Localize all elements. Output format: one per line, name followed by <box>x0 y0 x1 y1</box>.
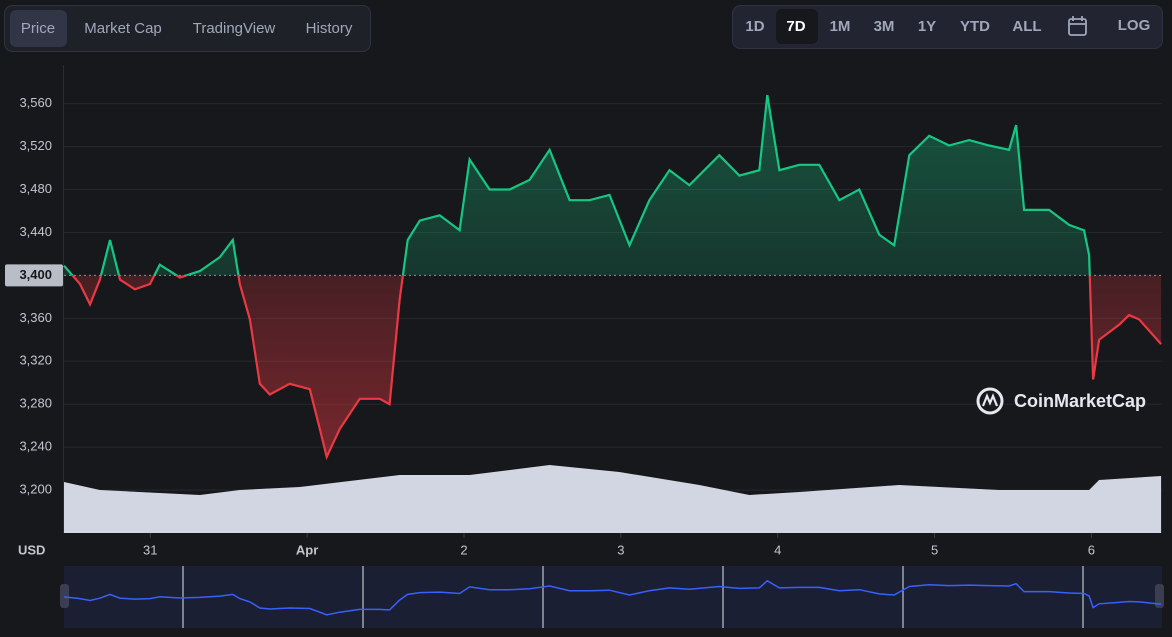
view-tabs: Price Market Cap TradingView History <box>4 5 371 52</box>
navigator-handle[interactable] <box>1155 584 1164 608</box>
y-tick-label: 3,280 <box>19 396 52 411</box>
price-line-up <box>63 94 1091 276</box>
navigator-bg <box>64 566 1162 628</box>
y-tick-label: 3,520 <box>19 138 52 153</box>
range-button[interactable]: ALL <box>1012 18 1041 35</box>
y-tick-label: 3,560 <box>19 95 52 110</box>
x-tick-label: 2 <box>460 542 467 557</box>
log-toggle[interactable]: LOG <box>1118 17 1151 34</box>
tab[interactable]: Price <box>21 20 55 37</box>
range-selected-bg <box>776 9 818 44</box>
y-axis-unit: USD <box>18 542 45 557</box>
y-tick-label: 3,480 <box>19 181 52 196</box>
navigator-line <box>63 579 1162 616</box>
range-button[interactable]: 3M <box>874 18 895 35</box>
range-button[interactable]: 1D <box>745 18 764 35</box>
tab-selected-bg <box>10 10 67 47</box>
range-button[interactable]: 7D <box>786 18 805 35</box>
area-down <box>72 275 1162 457</box>
baseline-label: 3,400 <box>19 267 52 282</box>
y-tick-label: 3,320 <box>19 353 52 368</box>
tab[interactable]: Market Cap <box>84 20 162 37</box>
volume-area <box>64 465 1162 533</box>
calendar-icon[interactable] <box>1068 16 1087 36</box>
range-buttons: 1D 7D 1M 3M 1Y YTD ALL LOG <box>732 5 1163 49</box>
y-tick-label: 3,360 <box>19 310 52 325</box>
x-tick-label: 6 <box>1088 542 1095 557</box>
navigator-handle[interactable] <box>60 584 69 608</box>
x-tick-label: 3 <box>617 542 624 557</box>
tab[interactable]: History <box>306 20 353 37</box>
area-up <box>64 95 1162 276</box>
baseline-label-bg <box>5 264 63 287</box>
watermark: CoinMarketCap <box>976 387 1146 415</box>
x-tick-label: Apr <box>296 542 318 557</box>
y-tick-label: 3,240 <box>19 439 52 454</box>
range-panel <box>732 5 1163 49</box>
x-tick-label: 5 <box>931 542 938 557</box>
y-tick-label: 3,440 <box>19 224 52 239</box>
watermark-logo <box>976 387 1004 415</box>
tab[interactable]: TradingView <box>193 20 276 37</box>
x-tick-label: 31 <box>143 542 157 557</box>
x-tick-label: 4 <box>774 542 781 557</box>
navigator <box>60 566 1164 628</box>
y-tick-label: 3,200 <box>19 482 52 497</box>
range-button[interactable]: 1Y <box>918 18 936 35</box>
tabs-panel <box>4 5 371 52</box>
range-button[interactable]: 1M <box>830 18 851 35</box>
watermark-logo <box>981 393 999 407</box>
watermark-text: CoinMarketCap <box>1014 391 1146 411</box>
range-button[interactable]: YTD <box>960 18 990 35</box>
